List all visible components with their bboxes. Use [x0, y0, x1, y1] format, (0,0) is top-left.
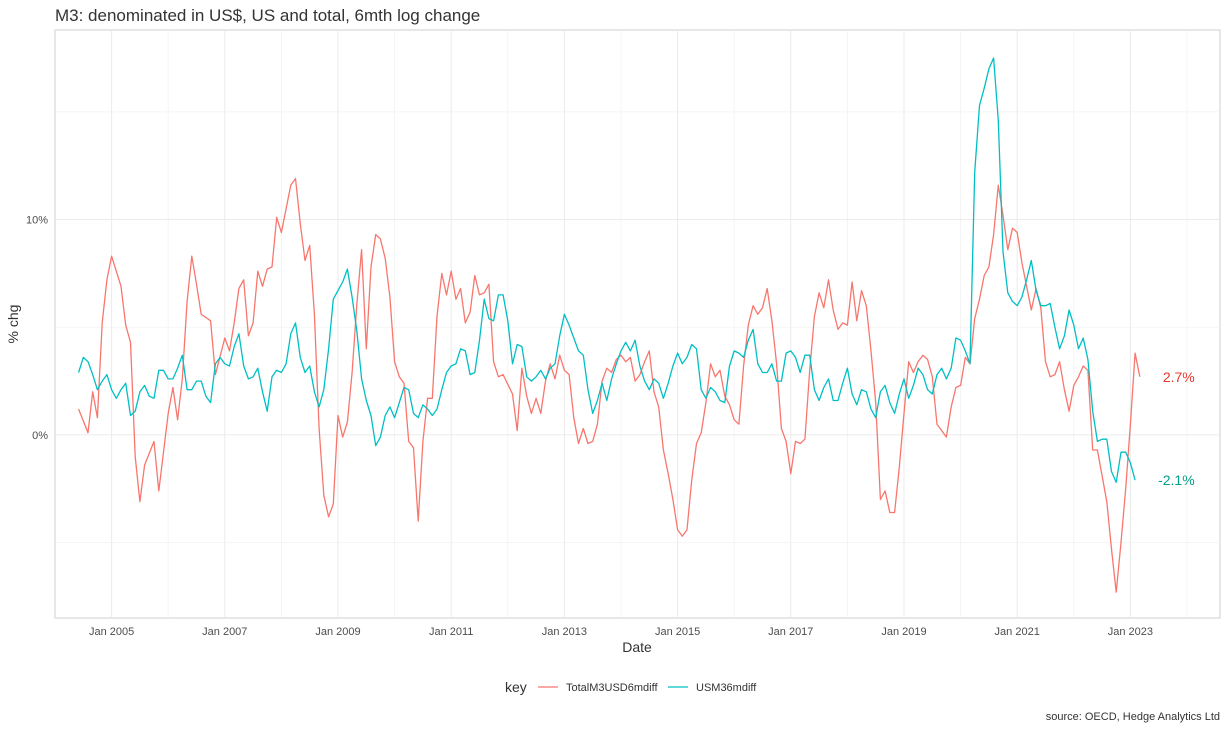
chart-title: M3: denominated in US$, US and total, 6m… — [55, 6, 481, 25]
end-label-total-m3: 2.7% — [1163, 369, 1195, 385]
end-labels: 2.7% -2.1% — [1158, 369, 1195, 488]
legend: key TotalM3USD6mdiff USM36mdiff — [505, 679, 757, 695]
end-label-us-m3: -2.1% — [1158, 472, 1195, 488]
grid-lines — [55, 30, 1220, 618]
x-axis-title: Date — [622, 639, 652, 655]
series-line-total-m3 — [77, 177, 1141, 593]
x-tick-label: Jan 2023 — [1108, 626, 1153, 638]
x-tick-label: Jan 2007 — [202, 626, 247, 638]
x-tick-label: Jan 2005 — [89, 626, 134, 638]
legend-label-total-m3: TotalM3USD6mdiff — [566, 682, 658, 694]
x-tick-label: Jan 2009 — [315, 626, 360, 638]
plot-panel — [54, 29, 1221, 619]
x-tick-label: Jan 2011 — [429, 626, 473, 638]
chart-caption: source: OECD, Hedge Analytics Ltd — [1045, 711, 1220, 723]
series-lines — [77, 57, 1141, 593]
legend-label-us-m3: USM36mdiff — [696, 682, 757, 694]
y-axis-title: % chg — [5, 305, 21, 344]
axis-labels: Jan 2005 Jan 2007 Jan 2009 Jan 2011 Jan 2013… — [26, 215, 1153, 638]
x-tick-label: Jan 2017 — [768, 626, 813, 638]
y-tick-label: 0% — [32, 430, 48, 442]
series-line-us-m3 — [77, 57, 1136, 483]
x-tick-label: Jan 2013 — [542, 626, 587, 638]
y-tick-label: 10% — [26, 215, 48, 227]
x-tick-label: Jan 2021 — [995, 626, 1040, 638]
x-tick-label: Jan 2019 — [881, 626, 926, 638]
legend-title: key — [505, 679, 527, 695]
x-tick-label: Jan 2015 — [655, 626, 700, 638]
